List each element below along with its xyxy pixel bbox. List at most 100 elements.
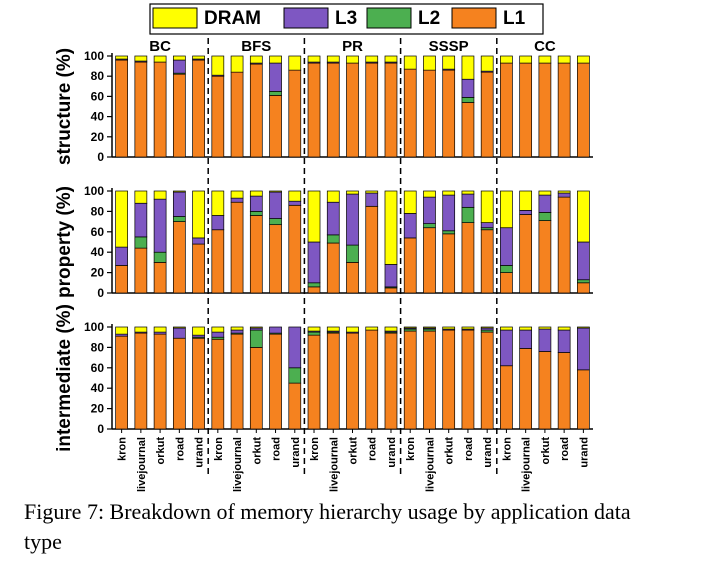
property-bar-bfs-kron-l1: [211, 229, 225, 294]
property-bar-bfs-kron-l3: [211, 215, 225, 231]
intermediate-bar-bfs-kron-l3: [211, 331, 225, 338]
intermediate-bar-cc-road-l1: [557, 352, 571, 430]
structure-bar-cc-livejournal-dram: [519, 55, 533, 64]
property-bar-bc-kron-dram: [115, 190, 128, 248]
x-tick-label-orkut: orkut: [540, 437, 552, 465]
intermediate-bar-cc-urand-dram: [577, 326, 590, 329]
structure-y-label: structure (%): [54, 48, 75, 165]
property-bar-bc-road-l2: [172, 216, 186, 222]
property-bar-bfs-road-dram: [269, 190, 282, 193]
structure-bar-cc-orkut-dram: [538, 55, 552, 64]
structure-bar-cc-road-dram: [557, 55, 571, 64]
structure-y-tick-label: 60: [91, 89, 105, 103]
structure-bar-bfs-road-dram: [269, 55, 282, 64]
structure-bar-cc-orkut-l1: [538, 62, 552, 158]
property-bar-sssp-kron-dram: [403, 190, 417, 214]
property-bar-bc-orkut-l1: [153, 262, 167, 294]
property-bar-cc-orkut-dram: [538, 190, 552, 196]
intermediate-bar-bfs-urand-l2: [288, 367, 302, 384]
structure-bar-sssp-orkut-dram: [442, 55, 456, 70]
intermediate-bar-bfs-orkut-dram: [249, 326, 263, 329]
intermediate-bar-bfs-kron-l1: [211, 338, 225, 430]
structure-bar-bfs-road-l2: [269, 90, 282, 96]
intermediate-bar-bc-orkut-l1: [153, 333, 167, 430]
intermediate-bar-bc-kron-l1: [115, 335, 128, 430]
property-y-tick-label: 60: [91, 225, 105, 239]
structure-bar-sssp-urand-dram: [480, 55, 494, 72]
structure-bar-pr-kron-dram: [307, 55, 321, 63]
x-tick-label-kron: kron: [117, 437, 129, 461]
property-bar-cc-kron-l2: [500, 265, 513, 273]
structure-bar-bfs-livejournal-dram: [230, 55, 244, 73]
structure-bar-cc-road-l1: [557, 62, 571, 158]
property-bar-bfs-livejournal-l3: [230, 197, 244, 203]
intermediate-bar-cc-urand-l3: [577, 327, 590, 371]
structure-bar-bc-kron-l1: [115, 59, 128, 158]
x-tick-label-kron: kron: [213, 437, 225, 461]
x-tick-label-road: road: [271, 437, 283, 461]
property-bar-pr-livejournal-l2: [326, 234, 340, 244]
property-bar-sssp-orkut-l2: [442, 230, 456, 235]
intermediate-bar-pr-orkut-l1: [346, 332, 359, 430]
property-bar-cc-orkut-l2: [538, 212, 552, 221]
property-bar-bc-kron-l3: [115, 246, 128, 266]
x-tick-label-orkut: orkut: [444, 437, 456, 465]
structure-bar-bc-kron-dram: [115, 55, 128, 60]
intermediate-bar-pr-urand-l1: [384, 332, 398, 430]
property-bar-sssp-urand-dram: [480, 190, 494, 223]
structure-bar-pr-orkut-dram: [346, 55, 359, 64]
intermediate-bar-cc-orkut-l3: [538, 328, 552, 352]
property-bar-bfs-orkut-l3: [249, 195, 263, 212]
property-bar-cc-livejournal-dram: [519, 190, 533, 211]
structure-bar-sssp-road-l1: [461, 102, 475, 158]
x-tick-label-urand: urand: [482, 437, 494, 468]
property-bar-cc-orkut-l3: [538, 194, 552, 213]
x-tick-label-livejournal: livejournal: [424, 437, 436, 492]
structure-bar-bfs-urand-dram: [288, 55, 302, 71]
intermediate-bar-sssp-kron-dram: [403, 326, 417, 329]
intermediate-bar-bfs-road-l3: [269, 326, 282, 334]
structure-bar-pr-livejournal-dram: [326, 55, 340, 63]
intermediate-bar-pr-road-l1: [365, 329, 379, 430]
property-y-tick-label: 40: [91, 245, 105, 259]
property-bar-sssp-road-dram: [461, 190, 475, 195]
legend-swatch-l2: [366, 7, 412, 29]
legend-swatch-l1: [451, 7, 497, 29]
property-bar-bc-orkut-l2: [153, 251, 167, 263]
property-bar-pr-livejournal-l1: [326, 242, 340, 294]
structure-bar-bfs-road-l1: [269, 95, 282, 158]
structure-bar-bfs-kron-dram: [211, 55, 225, 76]
x-tick-label-urand: urand: [194, 437, 206, 468]
property-bar-bc-urand-l3: [192, 237, 205, 245]
property-bar-bfs-urand-l1: [288, 204, 302, 294]
property-bar-bfs-urand-l3: [288, 200, 302, 206]
property-bar-cc-road-dram: [557, 190, 571, 194]
property-bar-cc-kron-l3: [500, 227, 513, 266]
intermediate-y-tick-label: 20: [91, 402, 105, 416]
structure-bar-bfs-road-l3: [269, 62, 282, 92]
structure-bar-cc-kron-dram: [500, 55, 513, 64]
intermediate-bar-cc-kron-l1: [500, 365, 513, 430]
intermediate-bar-pr-kron-dram: [307, 326, 321, 332]
intermediate-bar-pr-kron-l2: [307, 331, 321, 336]
property-y-tick-label: 20: [91, 266, 105, 280]
intermediate-bar-pr-livejournal-dram: [326, 326, 340, 332]
legend-label-dram: DRAM: [204, 8, 261, 29]
property-bar-cc-urand-l3: [577, 241, 590, 281]
intermediate-bar-cc-kron-dram: [500, 326, 513, 331]
intermediate-bar-pr-urand-dram: [384, 326, 398, 332]
intermediate-bar-bc-livejournal-dram: [134, 326, 148, 333]
structure-bar-pr-urand-l1: [384, 62, 398, 158]
structure-bar-cc-kron-l1: [500, 62, 513, 158]
property-bar-cc-urand-l1: [577, 282, 590, 294]
intermediate-bar-bc-road-l3: [172, 327, 186, 339]
property-bar-bfs-orkut-dram: [249, 190, 263, 197]
property-bar-pr-urand-l1: [384, 287, 398, 294]
legend-swatch-dram: [152, 7, 198, 29]
structure-bar-bc-road-l3: [172, 59, 186, 74]
structure-bar-bfs-urand-l1: [288, 69, 302, 158]
property-bar-bc-urand-dram: [192, 190, 205, 239]
property-bar-pr-road-dram: [365, 190, 379, 194]
intermediate-bar-sssp-urand-dram: [480, 326, 494, 329]
structure-y-tick-label: 80: [91, 69, 105, 83]
